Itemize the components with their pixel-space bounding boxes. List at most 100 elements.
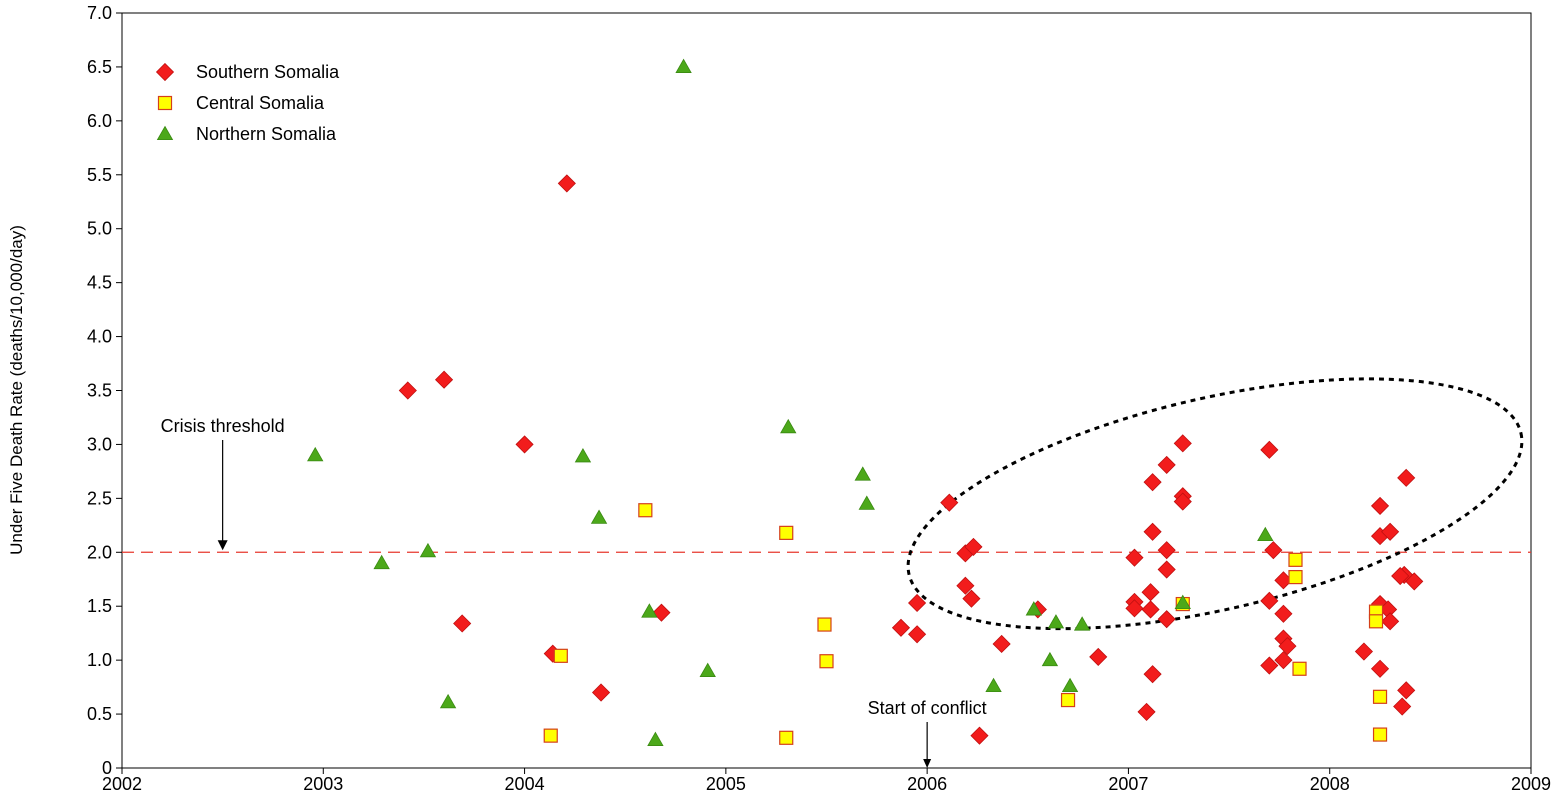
northern-somalia-point [641, 603, 658, 618]
y-tick-label: 3.0 [87, 434, 112, 454]
annotations: Crisis threshold Start of conflict [161, 416, 987, 768]
southern-somalia-point [1260, 591, 1279, 610]
northern-somalia-point [699, 662, 716, 677]
southern-somalia-point [1381, 612, 1400, 631]
x-tick-label: 2004 [505, 774, 545, 794]
southern-somalia-point [591, 683, 611, 702]
southern-somalia-point [1397, 681, 1416, 700]
southern-somalia-point [1157, 455, 1176, 474]
southern-somalia-point [1143, 665, 1162, 684]
central-somalia-point [1372, 689, 1388, 704]
x-tick-label: 2003 [303, 774, 343, 794]
x-tick-label: 2002 [102, 774, 142, 794]
central-somalia-point [779, 525, 794, 540]
southern-somalia-point [1274, 604, 1293, 623]
southern-somalia-point [1370, 659, 1390, 678]
x-tick-label: 2005 [706, 774, 746, 794]
y-tick-label: 2.0 [87, 542, 112, 562]
northern-somalia-point [675, 58, 692, 73]
x-tick-label: 2006 [907, 774, 947, 794]
y-tick-label: 4.5 [87, 273, 112, 293]
northern-somalia-point [1174, 594, 1191, 610]
southern-somalia-point [1264, 541, 1283, 560]
southern-somalia-point [453, 614, 472, 633]
southern-somalia-point [908, 625, 927, 644]
highlight-ellipse-group [906, 377, 1524, 631]
southern-somalia-point [1391, 566, 1410, 586]
southern-somalia-point [970, 726, 989, 745]
crisis-threshold-label: Crisis threshold [161, 416, 285, 436]
y-tick-label: 7.0 [87, 3, 112, 23]
southern-somalia-point [515, 435, 534, 454]
y-tick-label: 6.0 [87, 111, 112, 131]
legend-marker-northern-somalia [156, 125, 174, 141]
northern-somalia-point [780, 418, 797, 434]
southern-somalia-series [398, 174, 1424, 745]
southern-somalia-point [652, 603, 671, 622]
y-tick-label: 6.5 [87, 57, 112, 77]
y-tick-label: 4.0 [87, 327, 112, 347]
axes: 2002 2003 2004 2005 2006 2007 2008 2009 0 0.5 1.0 1… [87, 3, 1551, 794]
northern-somalia-point [1073, 616, 1091, 631]
southern-somalia-point [1354, 642, 1373, 661]
central-somalia-point [1288, 552, 1303, 567]
y-axis-title: Under Five Death Rate (deaths/10,000/day… [7, 225, 26, 555]
southern-somalia-point [1157, 610, 1176, 629]
legend: Southern Somalia Central Somalia Northern … [155, 62, 340, 144]
southern-somalia-point [956, 576, 975, 595]
southern-somalia-point [940, 493, 959, 512]
southern-somalia-point [1274, 651, 1293, 670]
southern-somalia-point [1089, 647, 1108, 666]
southern-somalia-point [1125, 548, 1144, 567]
northern-somalia-point [419, 542, 437, 558]
y-tick-label: 3.5 [87, 381, 112, 401]
legend-label-northern-somalia: Northern Somalia [196, 124, 337, 144]
northern-somalia-point [854, 466, 871, 481]
y-tick-label: 1.0 [87, 650, 112, 670]
northern-somalia-point [1061, 677, 1079, 693]
y-tick-label: 5.0 [87, 219, 112, 239]
x-tick-label: 2009 [1511, 774, 1551, 794]
southern-somalia-point [908, 593, 927, 613]
x-tick-label: 2007 [1108, 774, 1148, 794]
northern-somalia-point [373, 554, 390, 570]
southern-somalia-point [1397, 468, 1416, 487]
y-tick-label: 0 [102, 758, 112, 778]
southern-somalia-point [1141, 600, 1160, 619]
northern-somalia-point [1047, 614, 1065, 629]
northern-somalia-point [858, 495, 875, 510]
northern-somalia-point [985, 677, 1002, 693]
southern-somalia-point [434, 370, 454, 389]
y-tick-label: 0.5 [87, 704, 112, 724]
northern-somalia-series [307, 58, 1274, 746]
southern-somalia-point [1260, 656, 1279, 675]
central-somalia-point [1060, 692, 1076, 708]
legend-marker-central-somalia [157, 95, 173, 111]
central-somalia-point [1288, 569, 1303, 585]
northern-somalia-point [1257, 526, 1274, 542]
x-tick-label: 2008 [1310, 774, 1350, 794]
southern-somalia-point [1143, 473, 1162, 492]
northern-somalia-point [647, 731, 664, 746]
southern-somalia-point [398, 381, 417, 400]
northern-somalia-point [1025, 601, 1043, 616]
southern-somalia-point [1278, 637, 1297, 656]
data-points [307, 58, 1424, 746]
central-somalia-point [1372, 727, 1388, 742]
central-somalia-point [1292, 661, 1307, 676]
southern-somalia-point [1381, 522, 1400, 541]
southern-somalia-point [1370, 496, 1390, 515]
central-somalia-point [819, 654, 834, 669]
y-tick-label: 2.5 [87, 488, 112, 508]
central-somalia-series [543, 503, 1388, 745]
southern-somalia-point [1137, 702, 1156, 721]
southern-somalia-point [891, 618, 911, 637]
y-tick-label: 1.5 [87, 596, 112, 616]
southern-somalia-point [1405, 572, 1424, 591]
northern-somalia-point [307, 446, 324, 462]
northern-somalia-point [590, 509, 608, 524]
central-somalia-point [817, 617, 832, 632]
southern-somalia-point [1157, 541, 1176, 560]
central-somalia-point [553, 648, 568, 663]
